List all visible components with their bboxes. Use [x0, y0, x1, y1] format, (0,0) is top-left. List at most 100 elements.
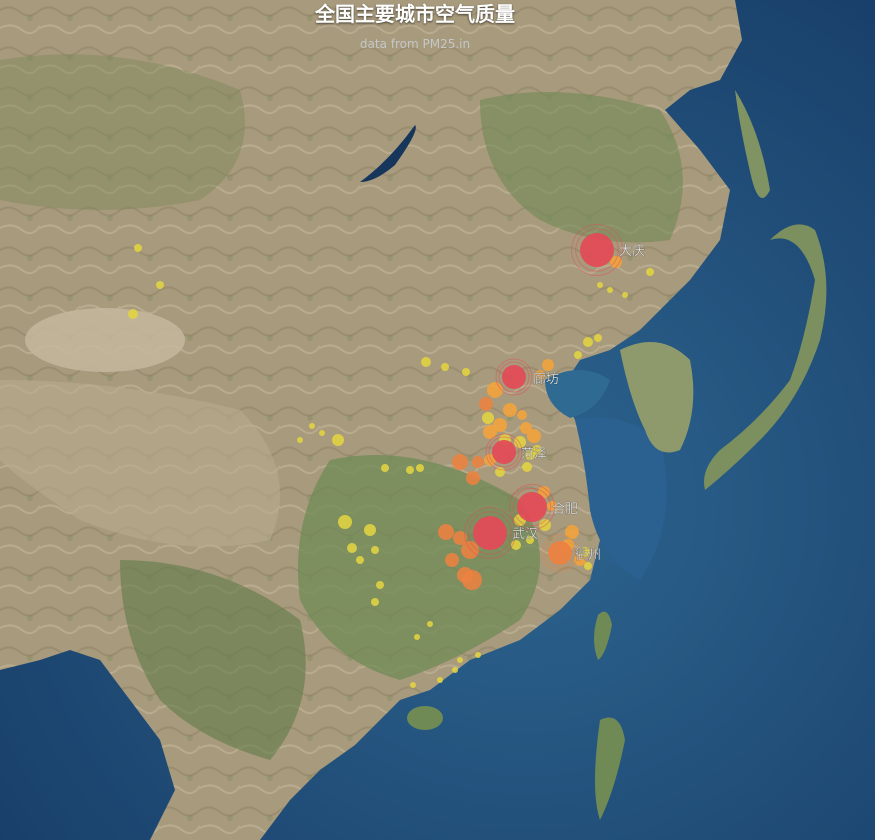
philippines [595, 717, 625, 820]
city-point[interactable] [462, 368, 470, 376]
city-point[interactable] [646, 268, 654, 276]
city-point[interactable] [381, 464, 389, 472]
city-point[interactable] [356, 556, 364, 564]
city-point[interactable] [427, 621, 433, 627]
city-point[interactable] [319, 430, 325, 436]
city-point[interactable] [610, 256, 622, 268]
south-green [120, 560, 306, 760]
city-point[interactable] [574, 554, 586, 566]
city-point[interactable] [309, 423, 315, 429]
city-point[interactable] [574, 351, 582, 359]
tibetan-plateau [0, 380, 280, 547]
city-point[interactable] [441, 363, 449, 371]
city-label: 衢州 [575, 548, 601, 563]
city-point[interactable] [594, 334, 602, 342]
city-point[interactable] [452, 454, 468, 470]
city-point[interactable] [347, 543, 357, 553]
city-point[interactable] [622, 292, 628, 298]
city-point[interactable] [297, 437, 303, 443]
city-point-major[interactable] [548, 541, 572, 565]
city-point[interactable] [416, 464, 424, 472]
city-point[interactable] [445, 553, 459, 567]
city-point[interactable] [607, 287, 613, 293]
city-point[interactable] [406, 466, 414, 474]
city-point[interactable] [584, 562, 592, 570]
city-point[interactable] [462, 570, 482, 590]
city-point[interactable] [483, 425, 497, 439]
city-ripple [512, 487, 552, 527]
city-ripple [571, 224, 623, 276]
city-point[interactable] [371, 598, 379, 606]
city-point[interactable] [364, 524, 376, 536]
japan [704, 224, 827, 490]
city-ripple [544, 537, 576, 569]
city-point[interactable] [503, 403, 517, 417]
city-ripple [495, 358, 533, 396]
bohai-sea [545, 370, 610, 418]
city-point[interactable] [466, 471, 480, 485]
city-point[interactable] [517, 410, 527, 420]
city-point[interactable] [437, 677, 443, 683]
city-point[interactable] [532, 445, 542, 455]
city-point[interactable] [421, 357, 431, 367]
city-point[interactable] [156, 281, 164, 289]
city-label: 大庆 [619, 244, 645, 259]
city-point-major[interactable] [473, 516, 507, 550]
city-point[interactable] [514, 436, 526, 448]
city-point[interactable] [493, 418, 507, 432]
city-point[interactable] [472, 456, 484, 468]
city-ripple [575, 228, 619, 272]
hainan [407, 706, 443, 730]
city-point[interactable] [438, 524, 454, 540]
city-point[interactable] [522, 462, 532, 472]
map-title: 全国主要城市空气质量 [315, 2, 515, 26]
city-point[interactable] [597, 282, 603, 288]
city-point[interactable] [332, 434, 344, 446]
city-point-major[interactable] [492, 440, 516, 464]
city-point[interactable] [580, 547, 590, 557]
city-points [128, 224, 654, 688]
city-point[interactable] [376, 581, 384, 589]
city-point[interactable] [583, 337, 593, 347]
city-point-major[interactable] [502, 365, 526, 389]
city-point[interactable] [526, 536, 534, 544]
city-point[interactable] [371, 546, 379, 554]
city-point[interactable] [475, 652, 481, 658]
lake-baikal [360, 125, 416, 182]
city-point-major[interactable] [517, 492, 547, 522]
city-label: 合肥 [552, 502, 578, 517]
city-point[interactable] [128, 309, 138, 319]
city-point[interactable] [479, 397, 493, 411]
city-ripple [541, 534, 579, 572]
city-point[interactable] [487, 382, 503, 398]
city-point[interactable] [495, 467, 505, 477]
city-point[interactable] [525, 450, 535, 460]
city-point[interactable] [547, 501, 557, 511]
city-point[interactable] [482, 412, 494, 424]
city-point[interactable] [565, 525, 579, 539]
city-point[interactable] [539, 519, 551, 531]
city-label: 武汉 [512, 527, 538, 542]
city-ripple [485, 433, 523, 471]
city-point[interactable] [134, 244, 142, 252]
city-ripple [488, 436, 520, 468]
city-point[interactable] [452, 667, 458, 673]
city-point[interactable] [542, 359, 554, 371]
city-point[interactable] [457, 657, 463, 663]
city-point[interactable] [338, 515, 352, 529]
city-point[interactable] [414, 634, 420, 640]
city-label: 菏泽 [521, 447, 547, 462]
city-point-major[interactable] [580, 233, 614, 267]
city-ripple [509, 484, 555, 530]
map-subtitle: data from PM25.in [359, 37, 471, 51]
city-point[interactable] [410, 682, 416, 688]
city-point[interactable] [527, 429, 541, 443]
city-point[interactable] [453, 531, 467, 545]
city-point[interactable] [511, 540, 521, 550]
city-point[interactable] [520, 422, 532, 434]
city-point[interactable] [461, 541, 479, 559]
city-point[interactable] [484, 454, 496, 466]
city-point[interactable] [535, 370, 545, 380]
